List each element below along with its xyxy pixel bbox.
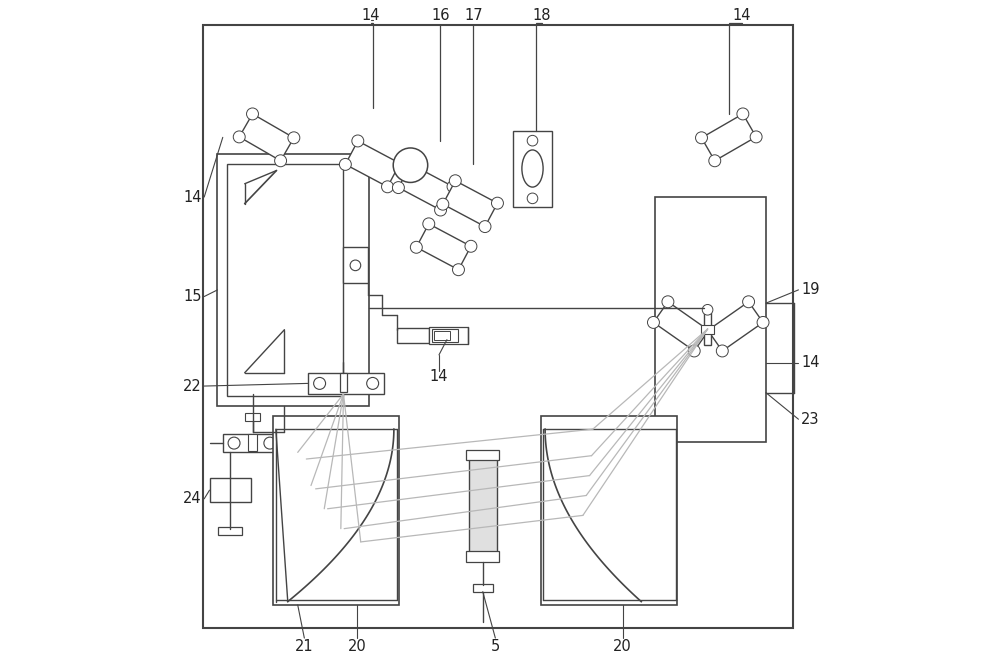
Circle shape: [757, 316, 769, 328]
Circle shape: [264, 437, 276, 449]
Circle shape: [709, 155, 721, 166]
Circle shape: [453, 264, 464, 276]
Text: 20: 20: [613, 639, 632, 653]
Circle shape: [393, 148, 428, 182]
Circle shape: [339, 159, 351, 170]
Text: 24: 24: [183, 492, 202, 506]
Circle shape: [382, 181, 393, 192]
Text: 16: 16: [431, 9, 450, 23]
Circle shape: [350, 260, 361, 270]
Text: 14: 14: [733, 9, 751, 23]
Circle shape: [491, 197, 503, 209]
Bar: [466, 450, 499, 460]
Bar: [210, 478, 251, 502]
Ellipse shape: [522, 150, 543, 187]
Circle shape: [410, 241, 422, 253]
Circle shape: [394, 157, 406, 169]
Text: 14: 14: [801, 356, 820, 370]
Circle shape: [702, 304, 713, 315]
Text: 21: 21: [295, 639, 314, 653]
Polygon shape: [653, 302, 709, 351]
Bar: [308, 373, 384, 394]
Bar: [223, 434, 280, 452]
Circle shape: [228, 437, 240, 449]
Circle shape: [750, 131, 762, 143]
Circle shape: [702, 324, 714, 336]
Polygon shape: [708, 302, 763, 351]
Circle shape: [405, 159, 417, 170]
Circle shape: [647, 316, 659, 328]
Circle shape: [696, 132, 707, 144]
Polygon shape: [702, 114, 756, 161]
Bar: [704, 313, 711, 345]
Polygon shape: [443, 180, 497, 226]
Text: 18: 18: [533, 9, 551, 23]
Circle shape: [247, 108, 258, 120]
Bar: [655, 197, 766, 442]
Bar: [340, 374, 347, 392]
Circle shape: [288, 132, 300, 144]
Circle shape: [716, 345, 728, 357]
Bar: [432, 329, 458, 342]
Bar: [701, 325, 714, 334]
Circle shape: [527, 135, 538, 146]
Circle shape: [233, 131, 245, 143]
Circle shape: [479, 220, 491, 232]
Circle shape: [662, 296, 674, 308]
Bar: [429, 327, 468, 344]
Text: 22: 22: [183, 378, 202, 394]
Bar: [203, 25, 793, 628]
Circle shape: [447, 180, 459, 192]
Text: 23: 23: [801, 412, 820, 427]
Text: 17: 17: [464, 9, 483, 23]
Bar: [227, 164, 343, 396]
Circle shape: [737, 108, 749, 120]
Bar: [434, 331, 450, 340]
Bar: [397, 328, 429, 343]
Bar: [248, 434, 257, 451]
Circle shape: [275, 155, 287, 166]
Circle shape: [449, 174, 461, 186]
Bar: [217, 154, 369, 406]
Text: 14: 14: [183, 190, 202, 204]
Bar: [466, 551, 499, 562]
Bar: [273, 416, 399, 605]
Polygon shape: [239, 114, 294, 161]
Bar: [245, 412, 260, 421]
Polygon shape: [398, 165, 453, 210]
Polygon shape: [416, 224, 471, 270]
Text: 20: 20: [348, 639, 367, 653]
Text: 14: 14: [430, 368, 448, 384]
Circle shape: [527, 193, 538, 204]
Circle shape: [743, 296, 755, 308]
Circle shape: [352, 135, 364, 147]
Circle shape: [423, 218, 435, 230]
Bar: [513, 131, 552, 207]
Text: 15: 15: [183, 289, 202, 304]
Polygon shape: [345, 141, 400, 186]
Bar: [218, 527, 242, 535]
Bar: [343, 247, 368, 283]
Circle shape: [437, 198, 449, 210]
Circle shape: [703, 324, 715, 336]
Circle shape: [392, 182, 404, 194]
Circle shape: [314, 378, 326, 390]
Circle shape: [367, 378, 379, 390]
Text: 19: 19: [801, 282, 820, 298]
Text: 14: 14: [361, 9, 380, 23]
Bar: [469, 459, 497, 555]
Bar: [473, 583, 493, 591]
Bar: [541, 416, 677, 605]
Circle shape: [435, 204, 447, 216]
Text: 5: 5: [491, 639, 500, 653]
Circle shape: [688, 345, 700, 357]
Circle shape: [465, 240, 477, 252]
